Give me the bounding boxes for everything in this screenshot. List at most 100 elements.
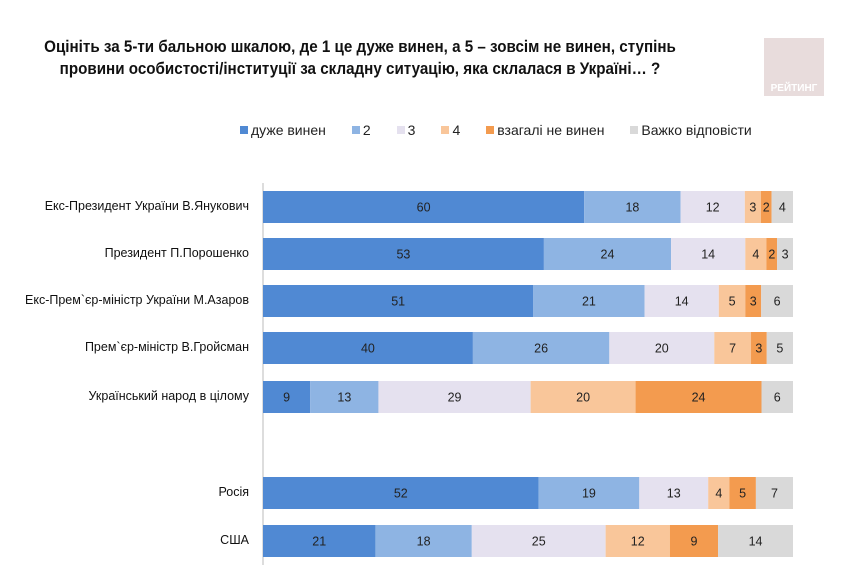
data-label: 7 xyxy=(771,487,778,501)
bar-segment xyxy=(671,238,746,270)
data-label: 19 xyxy=(582,487,596,501)
data-label: 5 xyxy=(739,487,746,501)
data-label: 5 xyxy=(776,342,783,356)
legend-swatch xyxy=(441,126,450,134)
legend-item: Важко відповісти xyxy=(630,122,752,138)
data-label: 7 xyxy=(729,342,736,356)
data-label: 20 xyxy=(655,342,669,356)
bar-segment xyxy=(538,477,640,509)
data-label: 18 xyxy=(417,535,431,549)
bar-segment xyxy=(584,191,681,223)
data-label: 20 xyxy=(576,391,590,405)
bar-segment xyxy=(745,285,762,317)
data-label: 25 xyxy=(532,535,546,549)
bar-segment xyxy=(766,332,793,364)
bar-segment xyxy=(777,238,793,270)
bar-segment xyxy=(718,525,793,557)
category-label: Екс-Президент України В.Янукович xyxy=(44,199,249,213)
bar-segment xyxy=(714,332,752,364)
data-label: 24 xyxy=(601,248,615,262)
bar-segment xyxy=(760,191,772,223)
data-label: 14 xyxy=(749,535,763,549)
bar-segment xyxy=(729,477,756,509)
bar-segment xyxy=(708,477,730,509)
data-label: 2 xyxy=(763,201,770,215)
bar-segment xyxy=(375,525,472,557)
data-label: 21 xyxy=(582,295,596,309)
bar-segment xyxy=(718,285,746,317)
bar-segment xyxy=(263,285,534,317)
bar-segment xyxy=(744,191,761,223)
data-label: 9 xyxy=(283,391,290,405)
legend-label: взагалі не винен xyxy=(497,122,605,138)
bar-segment xyxy=(263,332,473,364)
bar-segment xyxy=(533,285,645,317)
bar-segment xyxy=(771,191,793,223)
bar-segment xyxy=(263,381,311,413)
data-label: 52 xyxy=(394,487,408,501)
bar-segment xyxy=(378,381,531,413)
bar-segment xyxy=(263,477,539,509)
legend-swatch xyxy=(630,126,639,134)
bar-segment xyxy=(471,525,606,557)
bar-segment xyxy=(680,191,745,223)
legend-label: 4 xyxy=(452,122,461,138)
data-label: 53 xyxy=(396,248,410,262)
bar-segment xyxy=(609,332,715,364)
data-label: 3 xyxy=(750,295,757,309)
data-label: 29 xyxy=(448,391,462,405)
legend-item: дуже винен xyxy=(240,122,326,138)
chart-title: Оцініть за 5-ти бальною шкалою, де 1 це … xyxy=(44,38,676,78)
bar-segment xyxy=(310,381,379,413)
data-label: 12 xyxy=(706,201,720,215)
bar-segment xyxy=(745,238,767,270)
category-label: Росія xyxy=(218,485,249,499)
legend-swatch xyxy=(240,126,248,134)
rating-logo: РЕЙТИНГ xyxy=(764,38,824,96)
legend-label: 3 xyxy=(407,122,416,138)
bar-segment xyxy=(669,525,719,557)
category-label: Президент П.Порошенко xyxy=(104,246,249,260)
legend-label: 2 xyxy=(362,122,371,138)
data-label: 21 xyxy=(312,535,326,549)
category-label: США xyxy=(220,533,249,547)
data-label: 2 xyxy=(768,248,775,262)
legend-swatch xyxy=(351,126,360,134)
bar-segment xyxy=(761,381,793,413)
data-label: 13 xyxy=(667,487,681,501)
bar-segment xyxy=(766,238,778,270)
legend: дуже винен 2 3 4 взагалі не винен Важко відпо… xyxy=(240,122,778,138)
bar-segment xyxy=(755,477,793,509)
data-label: 6 xyxy=(774,295,781,309)
category-label: Український народ в цілому xyxy=(88,389,249,403)
data-label: 60 xyxy=(417,201,431,215)
legend-label: дуже винен xyxy=(251,122,326,138)
data-label: 4 xyxy=(715,487,722,501)
data-label: 18 xyxy=(625,201,639,215)
data-label: 9 xyxy=(690,535,697,549)
bar-segment xyxy=(543,238,672,270)
bar-segment xyxy=(263,525,376,557)
bar-segment xyxy=(635,381,762,413)
data-label: 13 xyxy=(337,391,351,405)
data-label: 12 xyxy=(631,535,645,549)
data-label: 14 xyxy=(675,295,689,309)
legend-swatch xyxy=(486,126,495,134)
data-label: 3 xyxy=(749,201,756,215)
legend-item: 3 xyxy=(396,122,416,138)
bar-segment xyxy=(644,285,719,317)
legend-label: Важко відповісти xyxy=(641,122,752,138)
data-label: 24 xyxy=(692,391,706,405)
data-label: 51 xyxy=(391,295,405,309)
data-label: 40 xyxy=(361,342,375,356)
data-label: 14 xyxy=(701,248,715,262)
data-label: 4 xyxy=(752,248,759,262)
bar-segment xyxy=(761,285,793,317)
legend-item: 4 xyxy=(441,122,460,138)
bar-segment xyxy=(605,525,670,557)
data-label: 3 xyxy=(782,248,789,262)
bar-segment xyxy=(472,332,610,364)
data-label: 6 xyxy=(774,391,781,405)
data-label: 26 xyxy=(534,342,548,356)
